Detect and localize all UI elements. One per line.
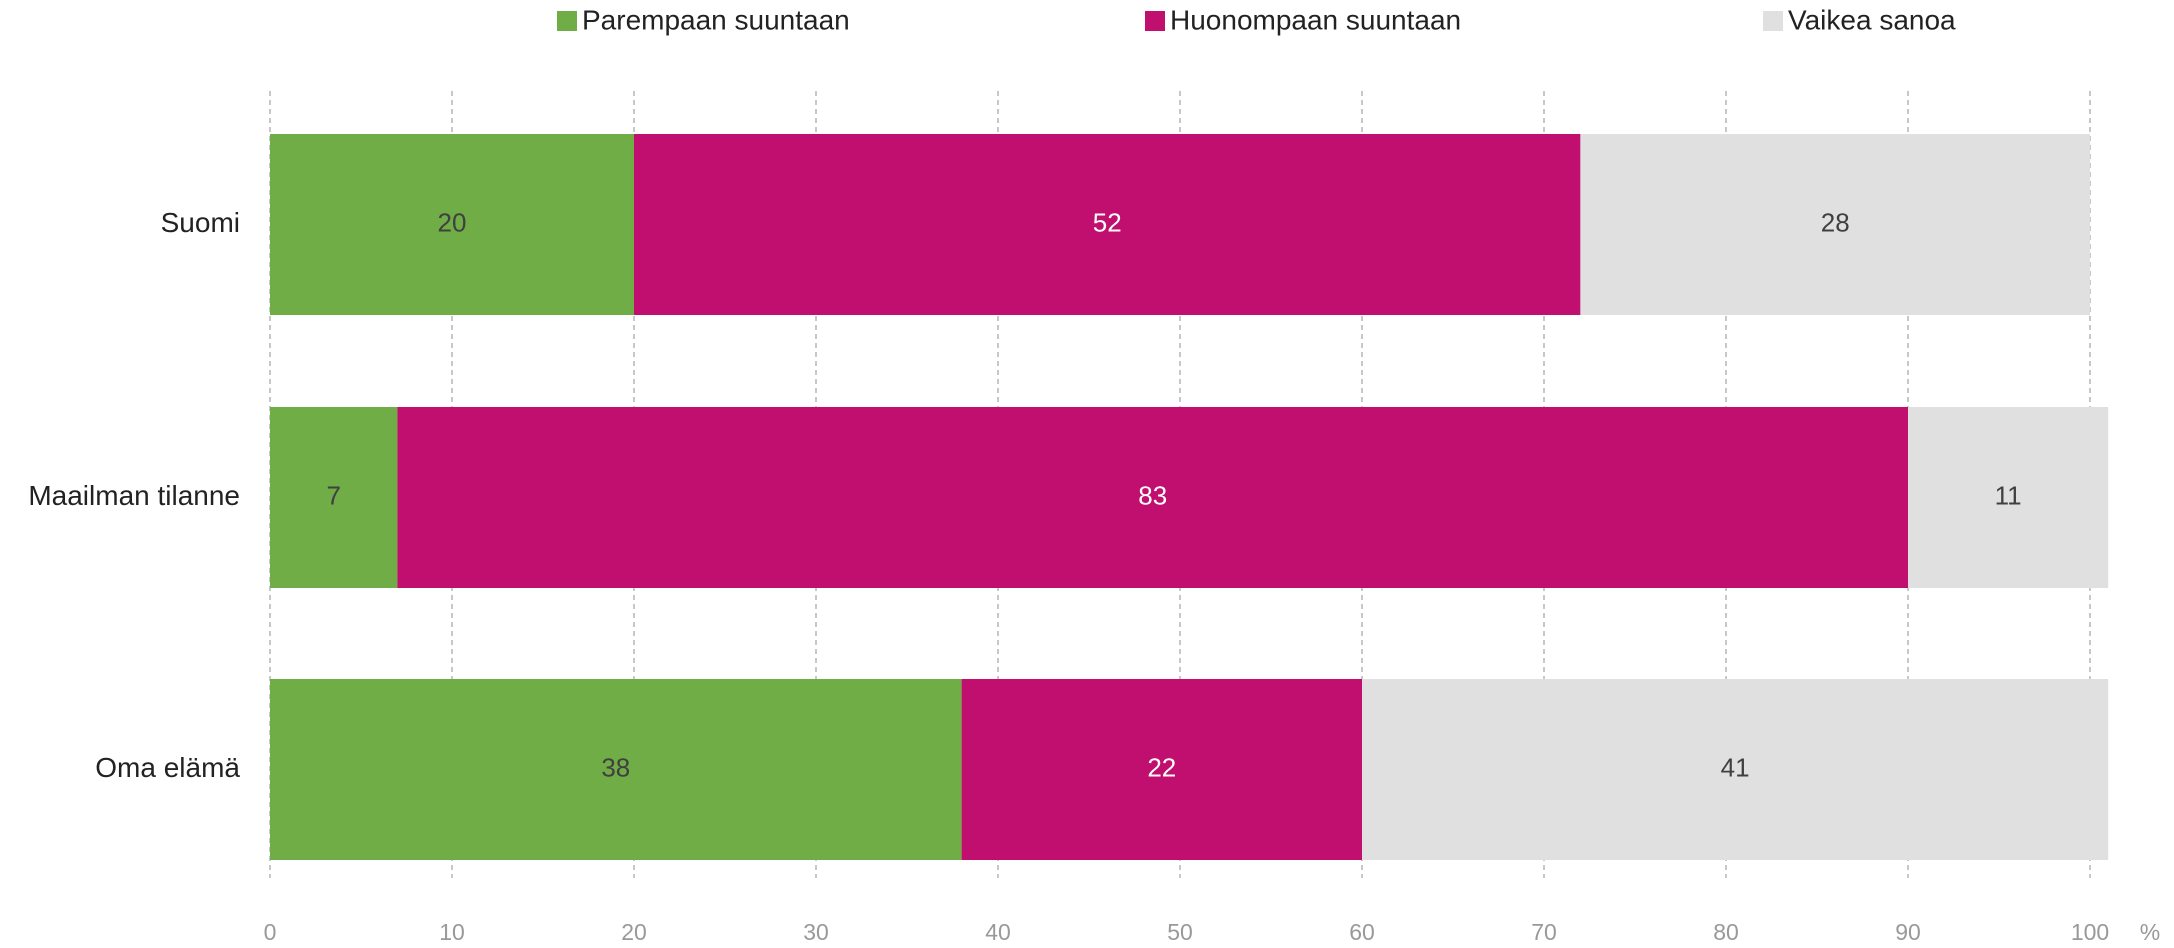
x-tick-label: 70 [1531,919,1557,945]
value-label: 7 [326,480,340,510]
x-tick-label: 90 [1895,919,1921,945]
value-label: 11 [1995,480,2022,510]
value-label: 52 [1093,207,1122,237]
legend-swatch [1145,11,1165,31]
bar-segment [1362,679,2109,860]
category-label: Suomi [161,207,240,238]
x-tick-label: 60 [1349,919,1375,945]
bar-segment [270,407,398,588]
x-tick-label: 100 [2071,919,2109,945]
bar-segment [397,407,1908,588]
legend-swatch [557,11,577,31]
value-label: 28 [1821,207,1850,237]
value-label: 83 [1138,480,1167,510]
x-tick-label: 20 [621,919,647,945]
legend-label: Vaikea sanoa [1788,4,1956,35]
value-label: 38 [601,752,630,782]
bar-segment [634,134,1581,315]
legend-label: Parempaan suuntaan [582,4,850,35]
x-tick-label: 40 [985,919,1011,945]
x-tick-label: 30 [803,919,829,945]
bar-segment [270,134,634,315]
bar-segment [961,679,1362,860]
bar-segment [270,679,962,860]
x-axis-label: % [2140,919,2160,945]
value-label: 41 [1721,752,1750,782]
value-label: 22 [1147,752,1176,782]
x-tick-label: 50 [1167,919,1193,945]
legend-swatch [1763,11,1783,31]
x-tick-label: 10 [439,919,465,945]
category-label: Maailman tilanne [28,480,240,511]
value-label: 20 [438,207,467,237]
category-label: Oma elämä [95,752,240,783]
x-tick-label: 0 [264,919,277,945]
x-tick-label: 80 [1713,919,1739,945]
legend-label: Huonompaan suuntaan [1170,4,1461,35]
bar-segment [1580,134,2090,315]
bar-segment [1908,407,2109,588]
